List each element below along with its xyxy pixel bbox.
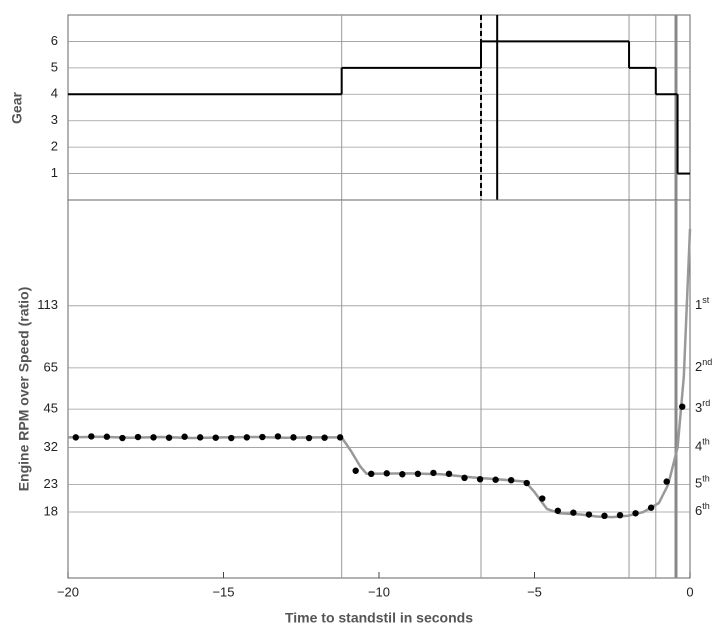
y-axis-title: Engine RPM over Speed (ratio) <box>16 287 32 492</box>
sample-point <box>259 433 266 441</box>
sample-point <box>150 434 157 441</box>
y-tick-label: 4 <box>51 86 58 101</box>
y-tick-label: 32 <box>44 439 58 454</box>
sample-point <box>336 434 344 441</box>
sample-point <box>274 433 282 440</box>
sample-point <box>321 434 328 441</box>
sample-point <box>119 434 126 442</box>
y-tick-label: 23 <box>44 476 58 491</box>
plot-frame <box>67 199 691 579</box>
gear-ratio-label: 6th <box>695 501 710 518</box>
sample-point <box>632 510 639 517</box>
sample-point <box>601 512 608 520</box>
y-tick-label: 65 <box>44 359 58 374</box>
y-tick-label: 5 <box>51 59 58 74</box>
sample-point <box>585 511 593 518</box>
sample-point <box>290 434 297 441</box>
sample-point <box>570 509 577 516</box>
sample-point <box>212 434 219 441</box>
x-tick-label: 0 <box>686 584 693 599</box>
sample-point <box>88 433 95 440</box>
sample-point <box>663 478 670 485</box>
y-tick-label: 6 <box>51 33 58 48</box>
y-tick-label: 1 <box>51 165 58 180</box>
sample-point <box>461 474 468 482</box>
sample-point <box>134 433 142 441</box>
y-tick-label: 2 <box>51 139 58 154</box>
plot-frame <box>67 14 691 201</box>
sample-point <box>414 470 422 478</box>
gear-ratio-label: 4th <box>695 437 710 454</box>
y-tick-label: 18 <box>44 503 58 518</box>
sample-point <box>181 433 188 440</box>
sample-point <box>165 434 173 441</box>
gear-ratio-label: 2nd <box>695 357 712 374</box>
sample-point <box>492 476 499 483</box>
sample-point <box>352 467 359 474</box>
y-axis-title: Gear <box>9 91 25 123</box>
sample-point <box>647 504 655 511</box>
sample-point <box>507 476 515 484</box>
sample-point <box>430 469 437 477</box>
sample-point <box>523 479 530 487</box>
sample-point <box>196 434 204 441</box>
gear-ratio-label: 1st <box>695 295 710 312</box>
sample-point <box>476 476 484 483</box>
x-axis-title: Time to standstil in seconds <box>285 610 473 626</box>
x-tick-label: −5 <box>527 584 542 599</box>
x-tick-label: −10 <box>368 584 390 599</box>
x-tick-label: −20 <box>57 584 79 599</box>
sample-point <box>72 434 79 441</box>
sample-point <box>383 470 390 477</box>
sample-point <box>616 511 624 519</box>
sample-point <box>679 403 686 410</box>
sample-point <box>539 495 546 502</box>
sample-point <box>305 434 313 442</box>
y-tick-label: 45 <box>44 401 58 416</box>
x-tick-label: −15 <box>212 584 234 599</box>
y-tick-label: 113 <box>37 297 58 312</box>
sample-point <box>554 507 562 514</box>
rpm-trace <box>67 228 692 519</box>
sample-point <box>368 470 375 478</box>
sample-point <box>243 434 251 441</box>
y-tick-label: 3 <box>51 112 58 127</box>
sample-point <box>399 471 406 478</box>
sample-point <box>228 434 235 442</box>
sample-point <box>445 470 453 478</box>
gear-ratio-label: 5th <box>695 474 710 491</box>
sample-point <box>103 433 111 440</box>
gear-ratio-label: 3rd <box>695 399 710 416</box>
